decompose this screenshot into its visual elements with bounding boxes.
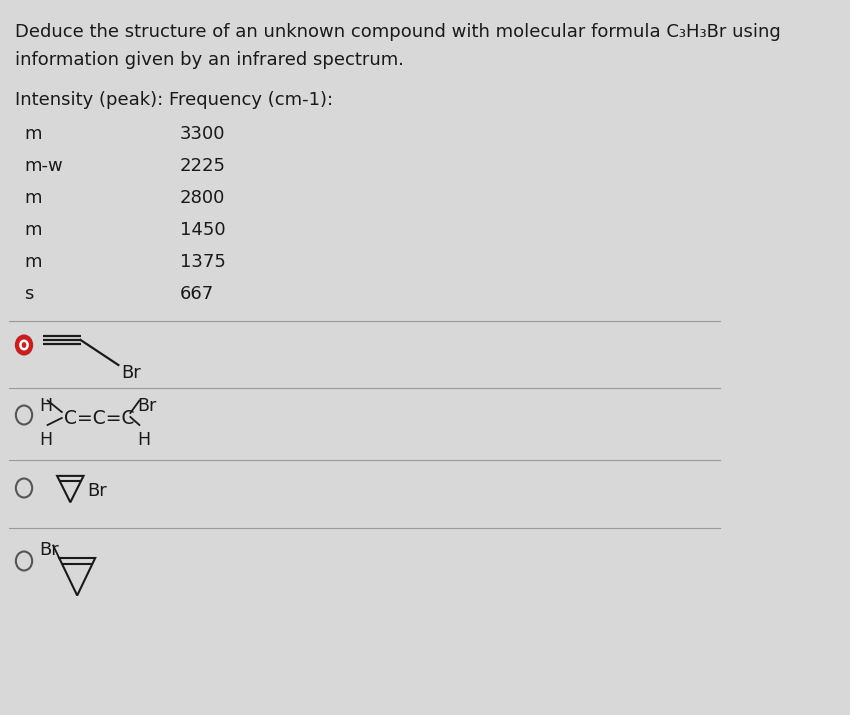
Text: m: m [24, 221, 42, 239]
Text: information given by an infrared spectrum.: information given by an infrared spectru… [15, 51, 405, 69]
Text: m: m [24, 189, 42, 207]
Text: H: H [39, 397, 53, 415]
Text: 667: 667 [180, 285, 214, 303]
Text: Deduce the structure of an unknown compound with molecular formula C₃H₃Br using: Deduce the structure of an unknown compo… [15, 23, 781, 41]
Circle shape [16, 335, 32, 355]
Circle shape [20, 341, 27, 349]
Text: Br: Br [137, 397, 156, 415]
Text: H: H [137, 431, 150, 449]
Text: s: s [24, 285, 33, 303]
Text: m: m [24, 125, 42, 143]
Text: 2800: 2800 [180, 189, 225, 207]
Text: Br: Br [87, 482, 107, 500]
Text: Br: Br [39, 541, 60, 559]
Text: H: H [39, 431, 53, 449]
Text: Br: Br [121, 364, 141, 382]
Text: m: m [24, 253, 42, 271]
Text: m-w: m-w [24, 157, 63, 175]
Text: 3300: 3300 [180, 125, 225, 143]
Text: Intensity (peak): Frequency (cm-1):: Intensity (peak): Frequency (cm-1): [15, 91, 333, 109]
Text: 2225: 2225 [180, 157, 226, 175]
Text: C=C=C: C=C=C [65, 408, 135, 428]
Text: 1450: 1450 [180, 221, 226, 239]
Text: 1375: 1375 [180, 253, 226, 271]
